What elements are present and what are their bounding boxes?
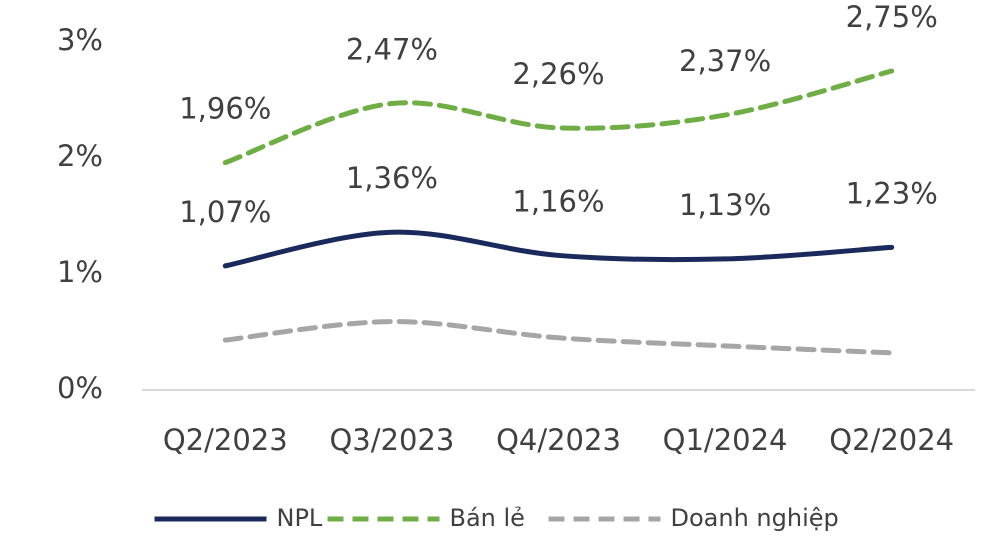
value-label: 2,75% [846,0,938,34]
series-line [222,229,895,269]
value-label: 2,26% [512,57,604,91]
legend-label: Bán lẻ [450,504,525,532]
y-tick-label: 2% [57,139,103,173]
x-tick-label: Q2/2024 [829,423,954,457]
y-tick-label: 1% [57,255,103,289]
y-tick-label: 0% [57,371,103,405]
value-label: 1,23% [846,176,938,210]
value-label: 2,47% [346,32,438,66]
legend-label: NPL [277,504,323,532]
value-label: 1,13% [679,188,771,222]
value-label: 2,37% [679,44,771,78]
series-line [222,319,895,356]
value-label: 1,36% [346,161,438,195]
value-label: 1,16% [512,184,604,218]
legend-label: Doanh nghiệp [671,504,839,532]
y-tick-label: 3% [57,23,103,57]
x-tick-label: Q4/2023 [496,423,621,457]
value-label: 1,07% [179,195,271,229]
series-line [222,68,895,166]
x-tick-label: Q3/2023 [329,423,454,457]
x-tick-label: Q1/2024 [663,423,788,457]
x-tick-label: Q2/2023 [163,423,288,457]
value-label: 1,96% [179,92,271,126]
